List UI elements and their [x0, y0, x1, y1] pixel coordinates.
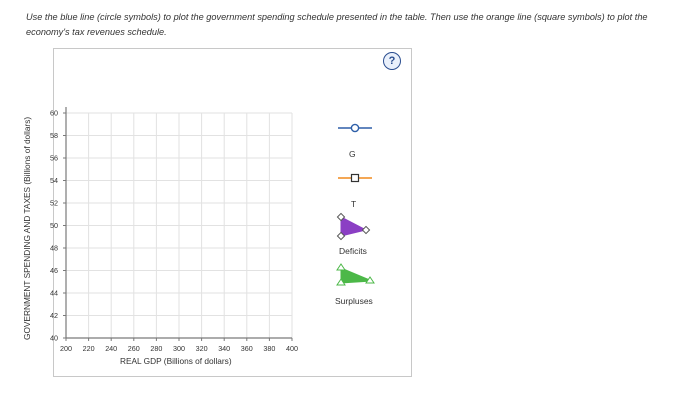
- y-tick-label: 46: [50, 266, 58, 275]
- x-tick-label: 240: [105, 344, 117, 353]
- x-tick-label: 260: [128, 344, 140, 353]
- axes: [65, 107, 292, 339]
- surpluses-tool[interactable]: [336, 263, 375, 286]
- x-axis-label: REAL GDP (Billions of dollars): [120, 356, 232, 366]
- help-icon[interactable]: ?: [383, 52, 401, 70]
- x-tick-label: 200: [60, 344, 72, 353]
- y-tick-label: 44: [50, 289, 58, 298]
- x-tick-label: 280: [150, 344, 162, 353]
- y-tick-label: 50: [50, 221, 58, 230]
- graph-panel[interactable]: [53, 48, 412, 377]
- y-tick-label: 48: [50, 244, 58, 253]
- x-tick-label: 220: [83, 344, 95, 353]
- y-tick-label: 42: [50, 311, 58, 320]
- y-tick-label: 54: [50, 176, 58, 185]
- x-tick-label: 300: [173, 344, 185, 353]
- y-tick-label: 52: [50, 199, 58, 208]
- g-tool-label: G: [349, 149, 356, 159]
- x-tick-label: 320: [196, 344, 208, 353]
- x-tick-label: 400: [286, 344, 298, 353]
- axis-ticks: 200 220 240 260 280 300 320 340 360 380 400 40 42 44 4…: [50, 109, 298, 354]
- y-axis-label: GOVERNMENT SPENDING AND TAXES (Billions …: [22, 116, 32, 340]
- x-tick-label: 380: [263, 344, 275, 353]
- deficits-tool-label: Deficits: [339, 246, 367, 256]
- x-tick-label: 340: [218, 344, 230, 353]
- t-tool-label: T: [351, 199, 357, 209]
- y-tick-label: 60: [50, 109, 58, 118]
- x-tick-label: 360: [241, 344, 253, 353]
- surpluses-tool-label: Surpluses: [335, 296, 373, 306]
- y-tick-label: 40: [50, 334, 58, 343]
- instructions-text: Use the blue line (circle symbols) to pl…: [26, 12, 648, 37]
- t-line-tool[interactable]: [338, 173, 372, 183]
- g-line-tool[interactable]: [338, 123, 372, 133]
- deficits-tool[interactable]: [336, 212, 371, 241]
- grid-lines: [65, 112, 293, 339]
- y-tick-label: 58: [50, 131, 58, 140]
- y-tick-label: 56: [50, 154, 58, 163]
